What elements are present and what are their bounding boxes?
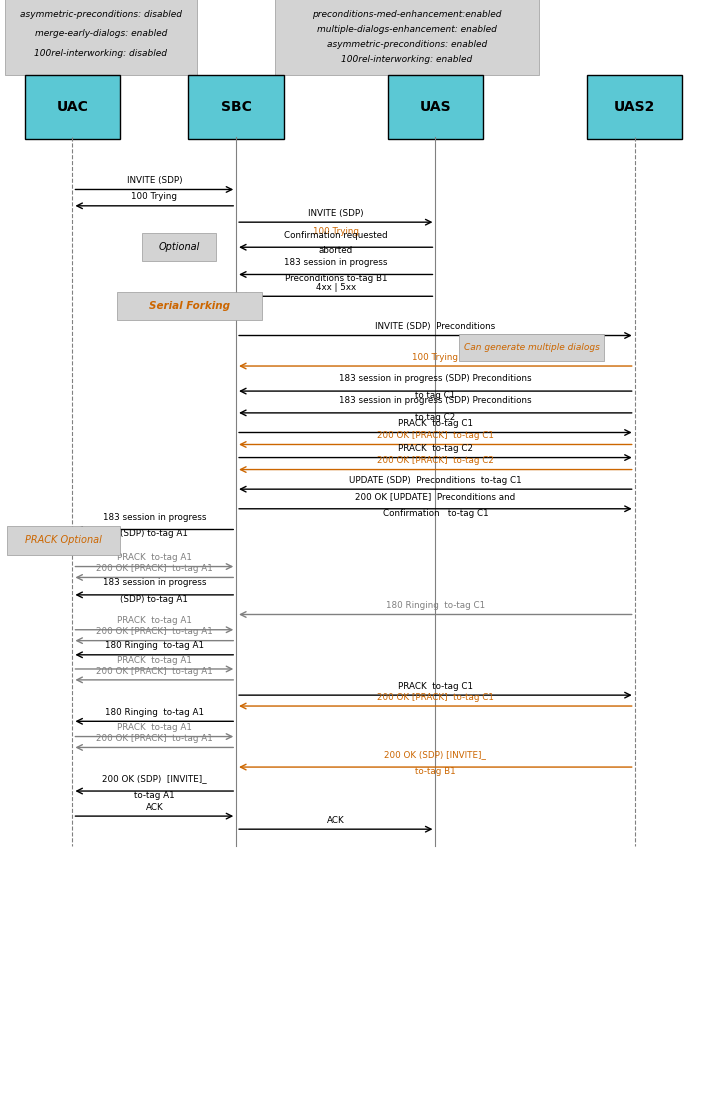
FancyBboxPatch shape [24,75,120,139]
FancyBboxPatch shape [587,75,683,139]
FancyBboxPatch shape [143,233,216,261]
FancyBboxPatch shape [5,0,197,75]
Text: PRACK  to-tag A1: PRACK to-tag A1 [117,554,192,562]
Text: PRACK  to-tag A1: PRACK to-tag A1 [117,616,192,626]
Text: asymmetric-preconditions: disabled: asymmetric-preconditions: disabled [20,10,182,19]
Text: 100 Trying: 100 Trying [413,352,459,362]
Text: INVITE (SDP): INVITE (SDP) [127,176,182,185]
Text: PRACK  to-tag A1: PRACK to-tag A1 [117,723,192,732]
Text: asymmetric-preconditions: enabled: asymmetric-preconditions: enabled [327,40,487,49]
Text: 100 Trying: 100 Trying [312,228,359,236]
Text: 183 session in progress (SDP) Preconditions: 183 session in progress (SDP) Preconditi… [339,374,531,384]
Text: Preconditions to-tag B1: Preconditions to-tag B1 [284,275,387,283]
Text: to tag C1: to tag C1 [415,391,456,400]
Text: Optional: Optional [158,242,200,253]
Text: PRACK  to-tag C1: PRACK to-tag C1 [398,419,473,428]
Text: Serial Forking: Serial Forking [150,301,230,311]
Text: 100 Trying: 100 Trying [131,193,177,201]
Text: Can generate multiple dialogs: Can generate multiple dialogs [464,344,599,352]
Text: ACK: ACK [327,816,345,825]
Text: 183 session in progress: 183 session in progress [284,258,387,267]
Text: UPDATE (SDP)  Preconditions  to-tag C1: UPDATE (SDP) Preconditions to-tag C1 [349,476,522,485]
Text: 200 OK [PRACK]  to-tag C2: 200 OK [PRACK] to-tag C2 [377,456,494,465]
Text: 200 OK [PRACK]  to-tag A1: 200 OK [PRACK] to-tag A1 [96,666,212,675]
Text: 200 OK (SDP) [INVITE]_: 200 OK (SDP) [INVITE]_ [384,750,486,759]
Text: 180 Ringing  to-tag C1: 180 Ringing to-tag C1 [386,601,485,610]
Text: 183 session in progress: 183 session in progress [102,513,206,522]
FancyBboxPatch shape [189,75,284,139]
Text: ACK: ACK [145,803,163,812]
Text: 200 OK (SDP)  [INVITE]_: 200 OK (SDP) [INVITE]_ [102,775,207,783]
Text: to-tag A1: to-tag A1 [134,791,175,800]
Text: INVITE (SDP)  Preconditions: INVITE (SDP) Preconditions [375,322,495,331]
Text: PRACK Optional: PRACK Optional [25,535,102,546]
Text: 200 OK [UPDATE]  Preconditions and: 200 OK [UPDATE] Preconditions and [355,492,516,501]
Text: to tag C2: to tag C2 [415,412,456,422]
Text: PRACK  to-tag C1: PRACK to-tag C1 [398,682,473,690]
Text: 100rel-interworking: disabled: 100rel-interworking: disabled [35,49,168,58]
Text: 200 OK [PRACK]  to-tag A1: 200 OK [PRACK] to-tag A1 [96,627,212,637]
FancyBboxPatch shape [275,0,539,75]
FancyBboxPatch shape [387,75,483,139]
Text: multiple-dialogs-enhancement: enabled: multiple-dialogs-enhancement: enabled [317,25,497,34]
Text: Confirmation   to-tag C1: Confirmation to-tag C1 [382,509,488,517]
Text: 100rel-interworking: enabled: 100rel-interworking: enabled [341,56,472,65]
Text: 200 OK [PRACK]  to-tag A1: 200 OK [PRACK] to-tag A1 [96,565,212,573]
Text: INVITE (SDP): INVITE (SDP) [308,209,364,218]
Text: 183 session in progress (SDP) Preconditions: 183 session in progress (SDP) Preconditi… [339,396,531,405]
Text: PRACK  to-tag A1: PRACK to-tag A1 [117,655,192,665]
Text: (SDP) to-tag A1: (SDP) to-tag A1 [120,529,188,538]
Text: SBC: SBC [221,101,251,114]
Text: UAC: UAC [57,101,89,114]
Text: preconditions-med-enhancement:enabled: preconditions-med-enhancement:enabled [312,10,502,19]
Text: aborted: aborted [319,246,353,255]
FancyBboxPatch shape [459,335,604,361]
Text: 4xx | 5xx: 4xx | 5xx [315,283,356,292]
Text: 200 OK [PRACK]  to-tag C1: 200 OK [PRACK] to-tag C1 [377,431,494,440]
Text: to-tag B1: to-tag B1 [415,767,456,776]
FancyBboxPatch shape [117,292,263,321]
Text: UAS2: UAS2 [614,101,655,114]
Text: Confirmation requested: Confirmation requested [284,231,387,240]
Text: 200 OK [PRACK]  to-tag C1: 200 OK [PRACK] to-tag C1 [377,693,494,701]
FancyBboxPatch shape [7,526,120,555]
Text: PRACK  to-tag C2: PRACK to-tag C2 [398,444,473,453]
Text: 180 Ringing  to-tag A1: 180 Ringing to-tag A1 [105,708,204,717]
Text: 200 OK [PRACK]  to-tag A1: 200 OK [PRACK] to-tag A1 [96,734,212,743]
Text: (SDP) to-tag A1: (SDP) to-tag A1 [120,595,188,604]
Text: 180 Ringing  to-tag A1: 180 Ringing to-tag A1 [105,641,204,651]
Text: merge-early-dialogs: enabled: merge-early-dialogs: enabled [35,30,167,38]
Text: UAS: UAS [420,101,451,114]
Text: 183 session in progress: 183 session in progress [102,579,206,587]
